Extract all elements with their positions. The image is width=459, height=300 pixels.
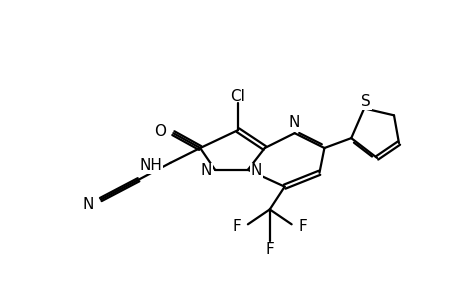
- Text: N: N: [250, 163, 262, 178]
- Text: S: S: [360, 94, 370, 109]
- Text: N: N: [288, 115, 300, 130]
- Text: F: F: [232, 219, 241, 234]
- Text: N: N: [200, 163, 212, 178]
- Text: N: N: [82, 197, 94, 212]
- Text: F: F: [298, 219, 307, 234]
- Text: Cl: Cl: [230, 89, 245, 104]
- Text: NH: NH: [139, 158, 162, 173]
- Text: O: O: [154, 124, 166, 139]
- Text: F: F: [265, 242, 274, 256]
